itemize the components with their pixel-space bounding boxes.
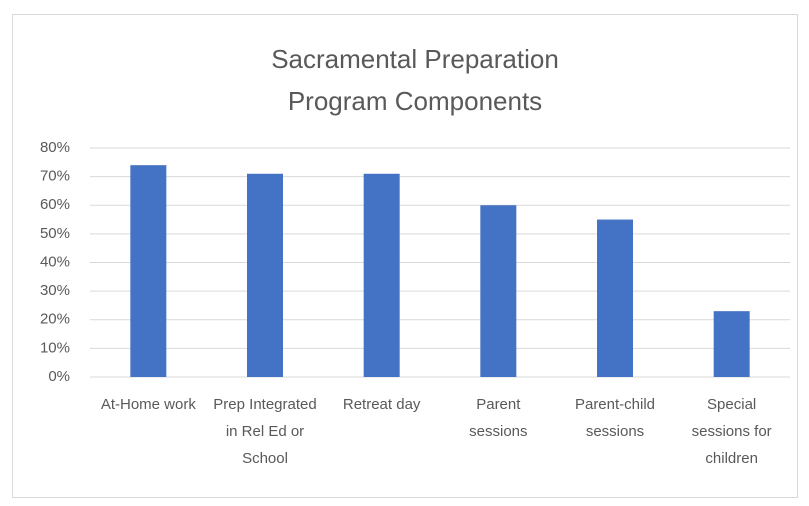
chart-frame	[12, 14, 798, 498]
bar	[247, 173, 283, 377]
y-tick-label: 0%	[48, 368, 70, 385]
y-tick-label: 50%	[40, 225, 70, 242]
x-tick-label: Parent sessions	[469, 396, 528, 440]
y-tick-label: 60%	[40, 196, 70, 213]
y-tick-label: 80%	[40, 139, 70, 156]
y-tick-label: 70%	[40, 168, 70, 185]
y-tick-label: 40%	[40, 253, 70, 270]
bar	[597, 219, 633, 377]
bar	[363, 173, 400, 377]
bar	[713, 311, 750, 377]
bar	[480, 205, 517, 377]
chart-title: Sacramental Preparation Program Componen…	[271, 44, 559, 116]
x-tick-label: Special sessions for children	[691, 396, 772, 467]
x-tick-label: Parent-child sessions	[574, 396, 656, 440]
x-tick-label: Retreat day	[342, 396, 421, 413]
y-tick-label: 20%	[40, 311, 70, 328]
x-tick-label: Prep Integrated in Rel Ed or School	[213, 396, 317, 467]
x-tick-label: At-Home work	[100, 396, 196, 413]
y-tick-label: 10%	[40, 339, 70, 356]
y-tick-label: 30%	[40, 282, 70, 299]
bar	[130, 165, 167, 377]
